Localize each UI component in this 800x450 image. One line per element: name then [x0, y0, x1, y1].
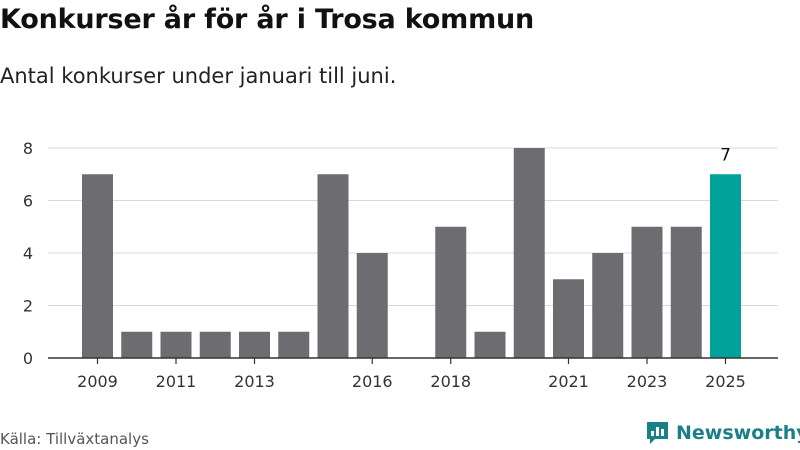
x-tick-label: 2023: [627, 372, 668, 391]
bar-chart: 0 2 4 6 8 7 2009 2011 2013 2016 2018 2021 2023 2025: [23, 139, 778, 391]
x-tick-label: 2009: [77, 372, 118, 391]
y-tick-label: 8: [23, 139, 33, 158]
brand-logo: Newsworthy: [645, 420, 800, 445]
source-note: Källa: Tillväxtanalys: [0, 430, 149, 448]
bar-2025: [710, 174, 741, 358]
x-tick-label: 2021: [548, 372, 589, 391]
bar-2019: [474, 331, 506, 358]
y-tick-label: 2: [23, 297, 33, 316]
bar-2014: [278, 331, 310, 358]
x-tick-label: 2016: [352, 372, 393, 391]
bar-2011: [160, 331, 192, 358]
bar-2012: [199, 331, 231, 358]
brand-name: Newsworthy: [676, 421, 800, 444]
y-tick-label: 6: [23, 192, 33, 211]
chart-subtitle: Antal konkurser under januari till juni.: [0, 64, 397, 88]
data-label: 7: [720, 145, 731, 165]
y-tick-label: 4: [23, 244, 33, 263]
bar-2016: [356, 253, 388, 358]
bar-2022: [592, 253, 624, 358]
bar-2013: [239, 331, 270, 358]
bar-2023: [631, 226, 663, 358]
bar-2010: [121, 331, 153, 358]
chart-title: Konkurser år för år i Trosa kommun: [0, 4, 535, 35]
newsworthy-logo-icon: [647, 422, 668, 444]
bar-2024: [670, 226, 702, 358]
x-tick-label: 2025: [705, 372, 746, 391]
bar-2015: [317, 174, 349, 358]
bar-2009: [82, 174, 113, 358]
bar-2020: [513, 148, 545, 358]
x-tick-label: 2018: [430, 372, 471, 391]
bar-2021: [553, 279, 584, 358]
x-tick-label: 2013: [234, 372, 275, 391]
y-tick-label: 0: [23, 349, 33, 368]
x-tick-label: 2011: [156, 372, 197, 391]
bar-2018: [435, 226, 467, 358]
